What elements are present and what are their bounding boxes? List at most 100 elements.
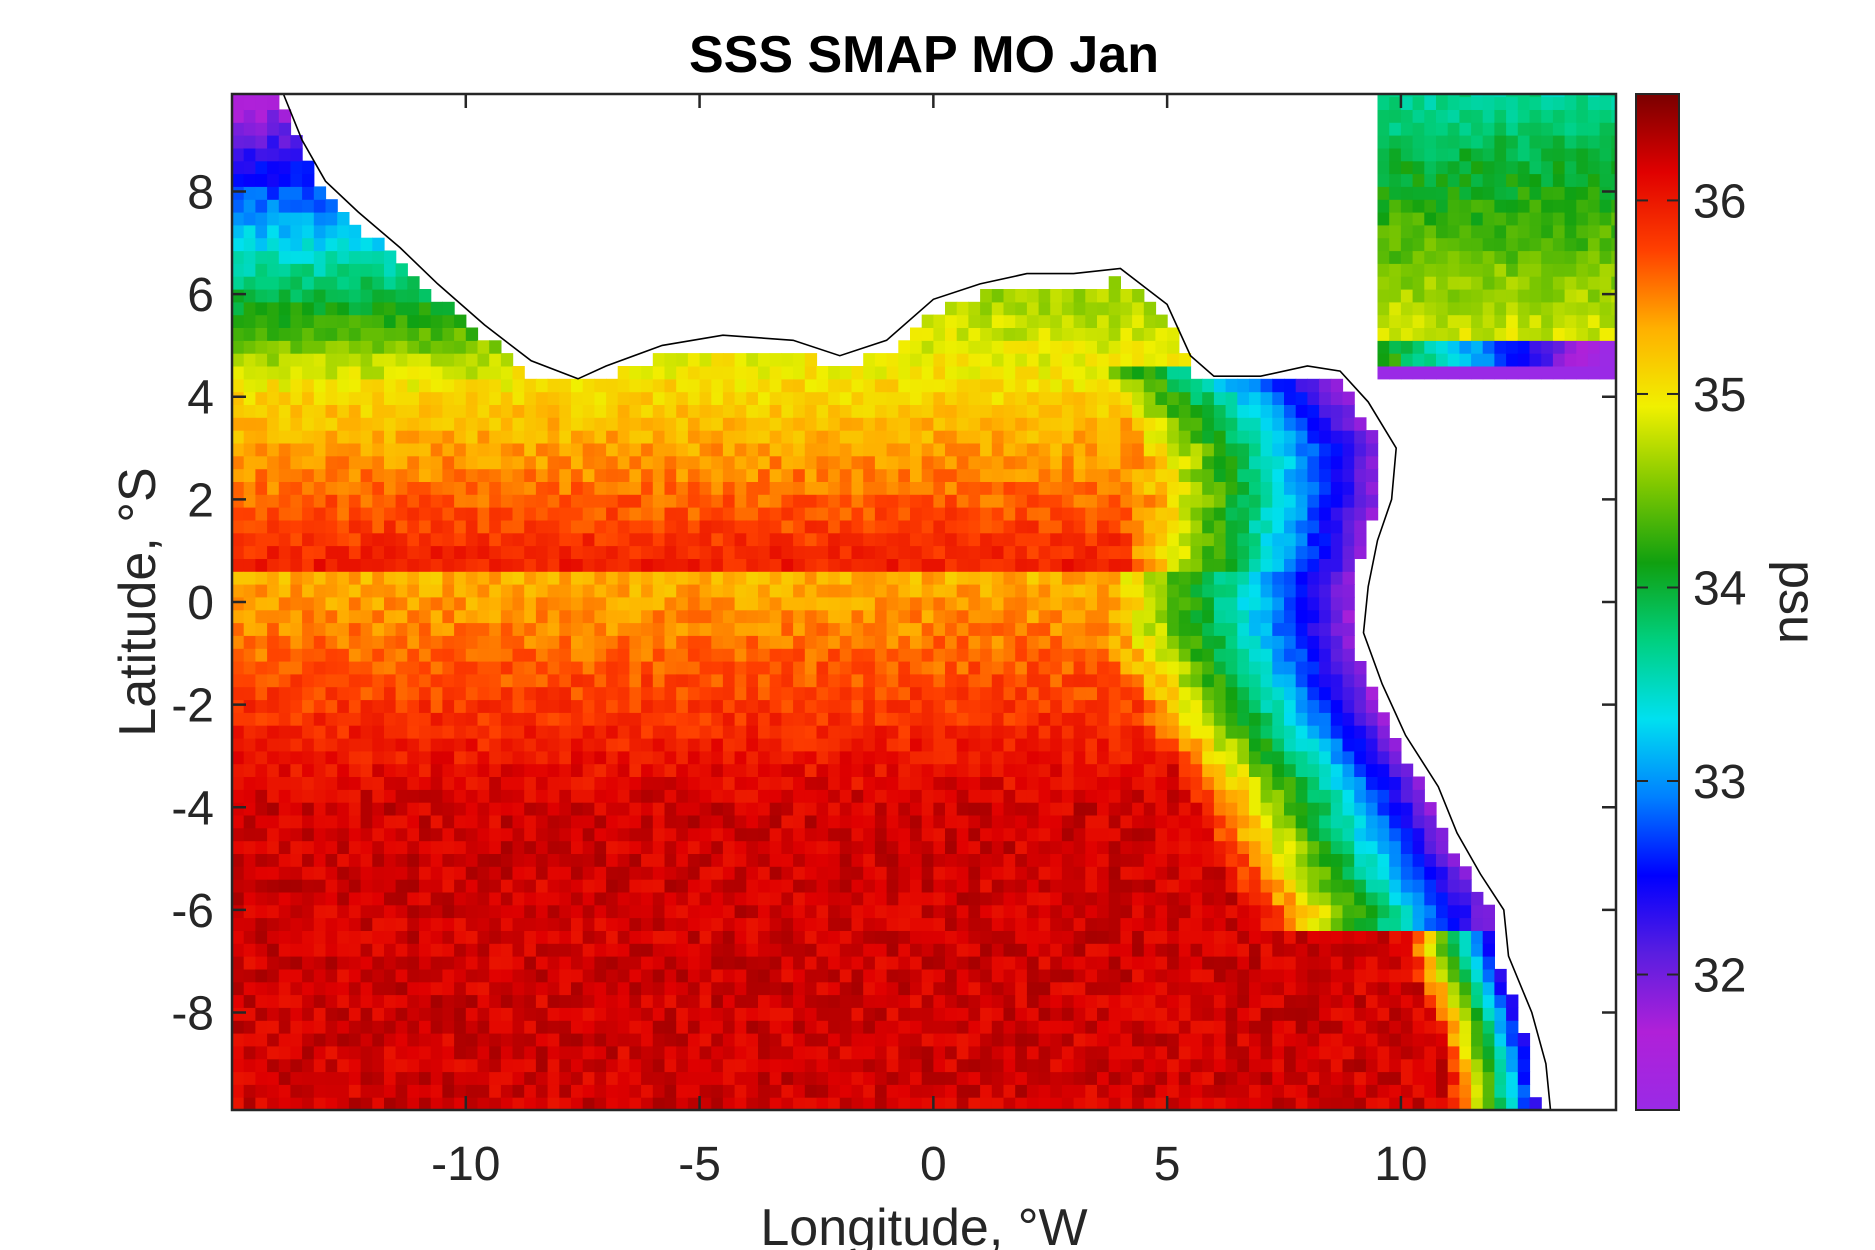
heatmap-cell xyxy=(1015,943,1028,957)
heatmap-cell xyxy=(746,853,759,867)
heatmap-cell xyxy=(781,391,794,405)
heatmap-cell xyxy=(255,648,268,662)
heatmap-cell xyxy=(898,648,911,662)
heatmap-cell xyxy=(804,673,818,688)
heatmap-cell xyxy=(746,353,759,367)
heatmap-cell xyxy=(898,571,911,585)
heatmap-cell xyxy=(1143,776,1157,790)
heatmap-cell xyxy=(243,904,256,919)
heatmap-cell xyxy=(699,686,712,701)
heatmap-cell xyxy=(1050,519,1063,534)
heatmap-cell xyxy=(641,609,654,624)
heatmap-cell xyxy=(1108,507,1121,521)
heatmap-cell xyxy=(711,417,724,431)
heatmap-cell xyxy=(290,340,303,354)
heatmap-cell xyxy=(664,571,677,585)
heatmap-cell xyxy=(746,776,759,790)
heatmap-cell xyxy=(571,943,584,957)
heatmap-cell xyxy=(956,763,969,777)
heatmap-cell xyxy=(1038,648,1051,662)
heatmap-cell xyxy=(360,558,373,572)
heatmap-cell xyxy=(991,622,1005,636)
heatmap-cell xyxy=(360,250,373,264)
heatmap-cell xyxy=(372,468,385,482)
heatmap-cell xyxy=(489,763,502,777)
heatmap-cell xyxy=(524,981,537,996)
heatmap-cell xyxy=(1108,776,1121,790)
heatmap-cell xyxy=(991,789,1005,803)
heatmap-cell xyxy=(325,635,338,649)
heatmap-cell xyxy=(629,673,642,688)
heatmap-cell xyxy=(851,430,864,444)
heatmap-cell xyxy=(711,994,724,1008)
heatmap-cell xyxy=(465,494,479,508)
heatmap-cell xyxy=(325,1020,338,1034)
heatmap-cell xyxy=(652,558,666,572)
heatmap-cell xyxy=(1085,853,1098,867)
heatmap-cell xyxy=(360,712,373,726)
heatmap-cell xyxy=(547,904,560,919)
heatmap-cell xyxy=(1003,442,1016,457)
heatmap-cell xyxy=(746,1045,759,1060)
heatmap-cell xyxy=(1073,750,1086,765)
heatmap-cell xyxy=(746,968,759,983)
heatmap-cell xyxy=(255,712,268,726)
heatmap-cell xyxy=(255,584,268,598)
heatmap-cell xyxy=(874,661,888,675)
heatmap-cell xyxy=(571,494,584,508)
heatmap-cell xyxy=(722,891,736,906)
heatmap-cell xyxy=(232,263,245,277)
heatmap-cell xyxy=(1038,738,1051,752)
heatmap-cell xyxy=(535,904,549,919)
heatmap-cell xyxy=(430,738,443,752)
heatmap-cell xyxy=(407,417,420,431)
heatmap-cell xyxy=(1026,1033,1040,1047)
heatmap-cell xyxy=(559,455,572,470)
heatmap-cell xyxy=(933,1045,946,1060)
heatmap-cell xyxy=(430,1045,443,1060)
heatmap-cell xyxy=(1050,301,1063,316)
heatmap-cell xyxy=(419,545,432,559)
heatmap-cell xyxy=(267,109,280,123)
heatmap-cell xyxy=(652,686,666,701)
heatmap-cell xyxy=(1120,661,1133,675)
heatmap-cell xyxy=(325,519,338,534)
heatmap-cell xyxy=(991,1045,1005,1060)
heatmap-cell xyxy=(804,686,818,701)
heatmap-cell xyxy=(1085,994,1098,1008)
heatmap-cell xyxy=(1108,558,1121,572)
heatmap-cell xyxy=(1143,738,1157,752)
heatmap-cell xyxy=(1073,1097,1086,1110)
heatmap-cell xyxy=(769,943,782,957)
heatmap-cell xyxy=(921,750,934,765)
heatmap-cell xyxy=(945,712,958,726)
heatmap-cell xyxy=(781,558,794,572)
heatmap-cell xyxy=(477,1020,490,1034)
heatmap-cell xyxy=(933,481,946,495)
heatmap-cell xyxy=(886,622,899,636)
heatmap-cell xyxy=(500,956,514,970)
heatmap-cell xyxy=(781,1071,794,1085)
heatmap-cell xyxy=(1050,981,1063,996)
heatmap-cell xyxy=(535,917,549,931)
heatmap-cell xyxy=(430,904,443,919)
heatmap-cell xyxy=(629,1020,642,1034)
heatmap-cell xyxy=(1038,571,1051,585)
heatmap-cell xyxy=(384,558,397,572)
heatmap-cell xyxy=(1132,404,1145,418)
heatmap-cell xyxy=(547,545,560,559)
heatmap-cell xyxy=(980,596,993,611)
heatmap-cell xyxy=(372,738,385,752)
heatmap-cell xyxy=(571,404,584,418)
heatmap-cell xyxy=(1097,481,1110,495)
heatmap-cell xyxy=(454,442,467,457)
heatmap-cell xyxy=(465,417,479,431)
heatmap-cell xyxy=(313,199,327,213)
heatmap-cell xyxy=(769,404,782,418)
heatmap-cell xyxy=(395,301,408,316)
heatmap-cell xyxy=(617,430,630,444)
heatmap-cell xyxy=(968,622,981,636)
heatmap-cell xyxy=(278,584,292,598)
heatmap-cell xyxy=(874,840,888,854)
heatmap-cell xyxy=(676,981,689,996)
